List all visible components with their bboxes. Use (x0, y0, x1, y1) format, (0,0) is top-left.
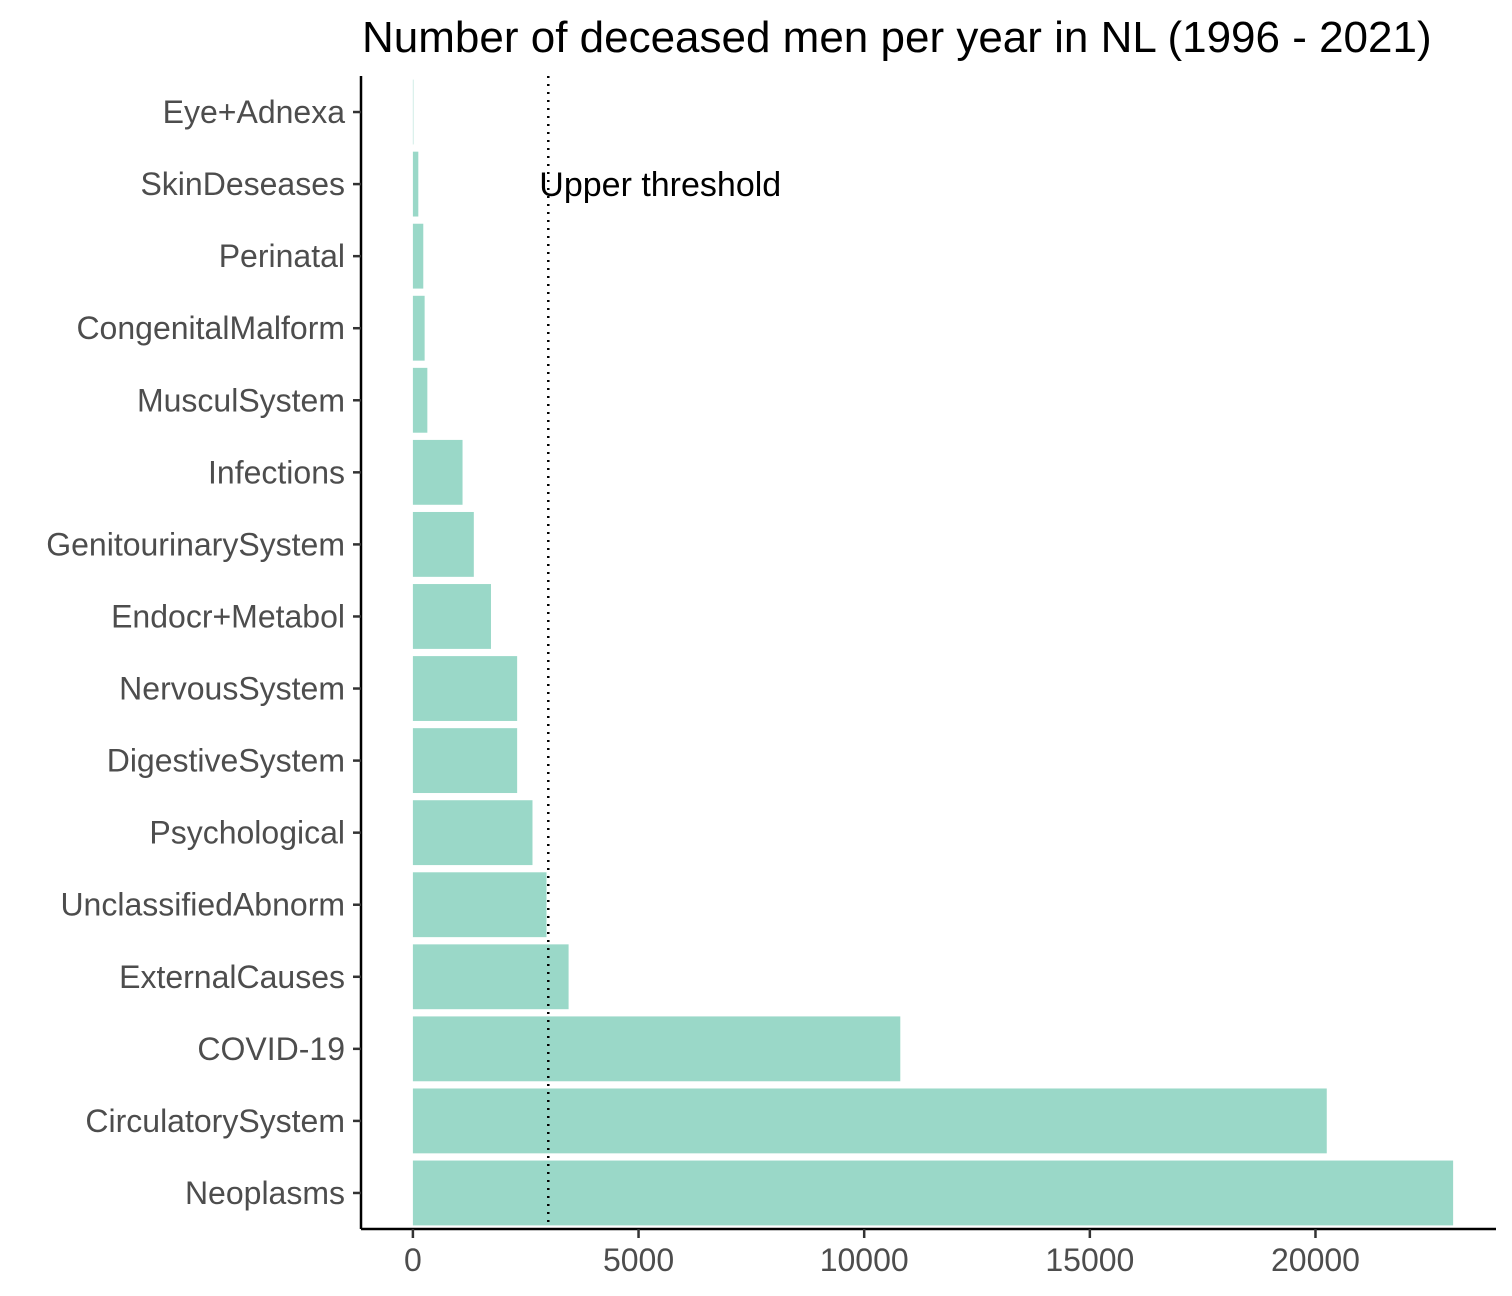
y-tick-label: Psychological (149, 815, 345, 851)
y-tick-label: GenitourinarySystem (46, 526, 345, 562)
bar-skindeseases (412, 151, 419, 217)
x-tick-label: 20000 (1271, 1242, 1360, 1278)
y-tick-label: NervousSystem (119, 671, 345, 707)
y-tick-label: MusculSystem (137, 382, 345, 418)
x-ticks-group: 0 5000 10000 15000 20000 (404, 1229, 1360, 1278)
y-tick-label: Perinatal (219, 238, 345, 274)
chart-title: Number of deceased men per year in NL (1… (362, 13, 1432, 62)
bar-digestivesystem (412, 728, 518, 794)
y-tick-label: Eye+Adnexa (163, 94, 346, 130)
bar-infections (412, 439, 463, 505)
bar-covid-19 (412, 1016, 901, 1082)
bar-circulatorysystem (412, 1088, 1327, 1154)
y-tick-label: ExternalCauses (119, 959, 345, 995)
y-tick-label: CongenitalMalform (76, 310, 345, 346)
x-tick-label: 15000 (1045, 1242, 1134, 1278)
bar-neoplasms (412, 1160, 1454, 1226)
y-tick-labels: Eye+Adnexa SkinDeseases Perinatal Congenita… (46, 94, 361, 1211)
y-tick-label: COVID-19 (197, 1031, 345, 1067)
bars-group (412, 79, 1454, 1226)
y-tick-label: CirculatorySystem (85, 1103, 345, 1139)
bar-endocr-metabol (412, 584, 491, 649)
y-tick-label: SkinDeseases (140, 166, 345, 202)
bar-musculsystem (412, 367, 428, 433)
y-tick-label: Infections (208, 454, 345, 490)
bar-unclassifiedabnorm (412, 872, 547, 938)
x-tick-label: 10000 (820, 1242, 909, 1278)
threshold-label: Upper threshold (539, 166, 781, 204)
bar-genitourinarysystem (412, 511, 474, 577)
bar-perinatal (412, 223, 424, 289)
x-tick-label: 0 (404, 1242, 422, 1278)
bar-nervoussystem (412, 656, 518, 721)
bar-externalcauses (412, 944, 569, 1010)
bar-psychological (412, 800, 533, 866)
y-tick-label: UnclassifiedAbnorm (60, 887, 345, 923)
x-tick-label: 5000 (603, 1242, 674, 1278)
bar-congenitalmalform (412, 295, 425, 361)
y-tick-label: Endocr+Metabol (111, 598, 345, 634)
y-tick-label: DigestiveSystem (107, 743, 345, 779)
y-tick-label: Neoplasms (185, 1175, 345, 1211)
